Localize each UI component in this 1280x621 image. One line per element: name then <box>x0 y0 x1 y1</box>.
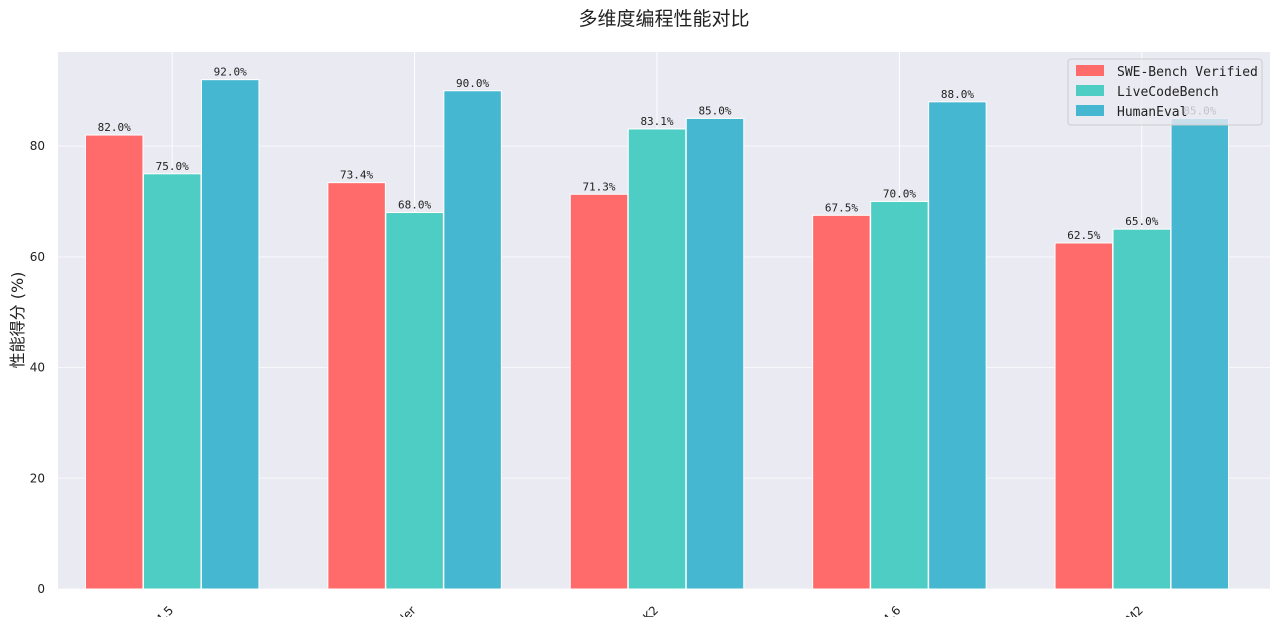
y-tick-label: 40 <box>30 361 45 375</box>
data-label: 85.0% <box>698 104 731 117</box>
y-tick-label: 60 <box>30 250 45 264</box>
legend-entry[interactable]: HumanEval <box>1117 105 1187 120</box>
bar-swe-bench-verified <box>84 134 144 590</box>
x-tick-label: K2 <box>640 603 661 617</box>
legend-entry[interactable]: LiveCodeBench <box>1117 85 1219 100</box>
legend-box <box>1067 58 1263 126</box>
bar-livecodebench <box>870 200 929 590</box>
bar-humaneval <box>200 79 260 590</box>
data-label: 62.5% <box>1067 229 1100 242</box>
x-tick-label: M2 <box>1123 603 1146 617</box>
bar-livecodebench <box>385 212 444 590</box>
bar-swe-bench-verified <box>1054 242 1114 590</box>
bars <box>84 79 1230 590</box>
bar-swe-bench-verified <box>812 214 871 590</box>
legend-swatch <box>1076 85 1104 96</box>
data-label: 73.4% <box>340 169 373 182</box>
bar-swe-bench-verified <box>327 182 386 590</box>
legend[interactable]: SWE-Bench Verified LiveCodeBench HumanEval <box>1067 58 1263 126</box>
y-tick-label: 80 <box>30 139 45 153</box>
bar-humaneval <box>928 101 987 590</box>
legend-swatch <box>1076 65 1104 76</box>
data-label: 71.3% <box>582 180 615 193</box>
x-tick-label: 4.6 <box>880 603 903 617</box>
bar-swe-bench-verified <box>569 193 629 590</box>
y-axis-label: 性能得分 (%) <box>8 272 27 369</box>
legend-entry[interactable]: SWE-Bench Verified <box>1117 65 1258 80</box>
data-label: 68.0% <box>398 199 431 212</box>
bar-livecodebench <box>142 173 202 590</box>
chart-title: 多维度编程性能对比 <box>578 8 749 30</box>
data-label: 67.5% <box>825 201 858 214</box>
y-tick-label: 20 <box>30 471 45 485</box>
data-label: 92.0% <box>214 66 247 79</box>
data-label: 83.1% <box>640 115 673 128</box>
data-label: 65.0% <box>1125 215 1158 228</box>
data-label: 82.0% <box>98 121 131 134</box>
x-tick-label: der <box>395 603 419 617</box>
y-axis: 0 20 40 60 80 <box>30 139 45 596</box>
y-tick-label: 0 <box>37 582 45 596</box>
data-label: 90.0% <box>456 77 489 90</box>
legend-swatch <box>1076 105 1104 116</box>
bar-livecodebench <box>627 128 687 590</box>
data-label: 75.0% <box>156 160 189 173</box>
data-label: 88.0% <box>941 88 974 101</box>
x-axis: 4.5 der K2 4.6 M2 <box>153 603 1146 621</box>
x-tick-label: 4.5 <box>153 603 176 617</box>
bar-livecodebench <box>1112 228 1172 590</box>
bar-humaneval <box>1170 117 1230 590</box>
bar-humaneval <box>443 90 502 590</box>
bar-humaneval <box>685 117 745 590</box>
data-label: 70.0% <box>883 187 916 200</box>
